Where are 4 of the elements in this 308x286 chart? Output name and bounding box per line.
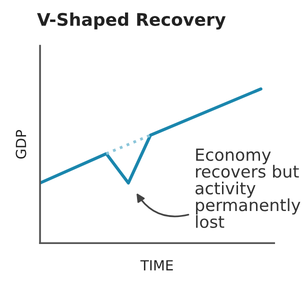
x-axis-title: TIME xyxy=(140,260,173,270)
y-axis-title: GDP xyxy=(16,130,26,159)
annotation: Economy recovers but activity permanently lost xyxy=(196,148,300,228)
chart-title: V-Shaped Recovery xyxy=(37,12,226,30)
